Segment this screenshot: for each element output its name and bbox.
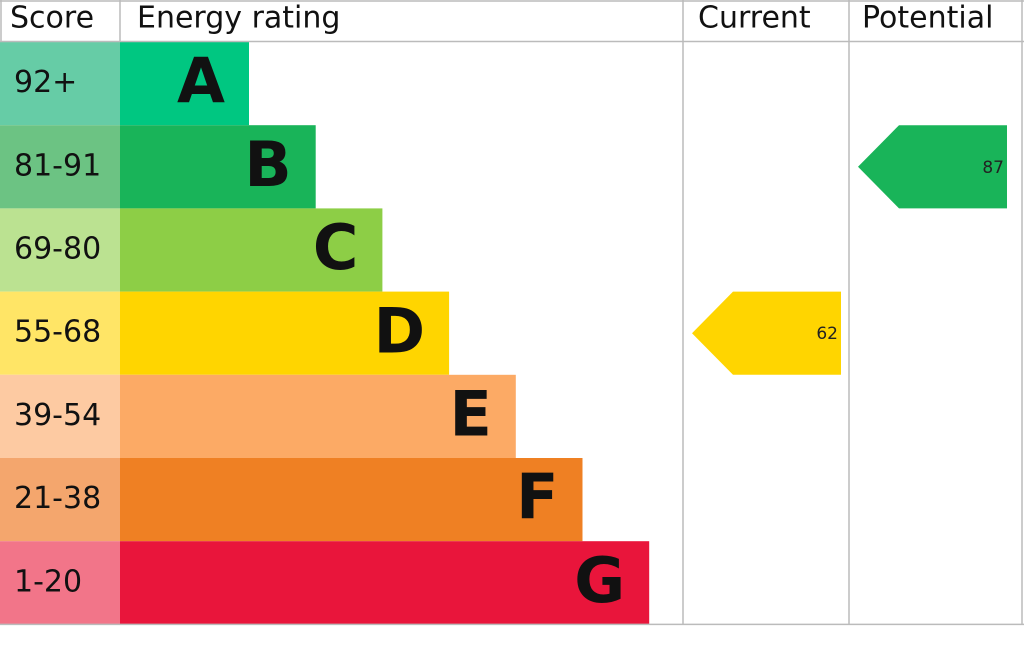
score-cell [0,458,120,542]
rating-bar [120,125,316,209]
score-cell [0,42,120,126]
rating-letter: G [574,544,625,617]
rating-bar [120,291,450,375]
score-label: 92+ [14,65,77,100]
header: Score [10,1,94,36]
rating-letter: D [374,294,425,367]
rating-value: 87 [982,158,1004,178]
rating-arrow [692,291,841,375]
rating-bar [120,541,650,625]
score-label: 81-91 [14,148,101,183]
rating-letter: A [177,45,225,118]
rating-letter: E [449,377,491,450]
rating-value: 62 [816,324,838,344]
score-label: 39-54 [14,398,101,433]
rating-bar [120,42,249,126]
rating-bar [120,458,583,542]
score-cell [0,374,120,458]
header: Energy rating [137,1,340,36]
score-label: 55-68 [14,315,101,350]
rating-letter: F [516,461,558,534]
score-cell [0,291,120,375]
score-cell [0,125,120,209]
header: Current [698,1,811,36]
score-label: 69-80 [14,232,101,267]
rating-bar [120,208,383,292]
header: Potential [862,1,993,36]
rating-letter: B [244,128,291,201]
score-label: 1-20 [14,564,82,599]
score-cell [0,541,120,625]
rating-letter: C [313,211,359,284]
rating-arrow [858,125,1007,209]
score-cell [0,208,120,292]
score-label: 21-38 [14,481,101,516]
rating-bar [120,374,516,458]
